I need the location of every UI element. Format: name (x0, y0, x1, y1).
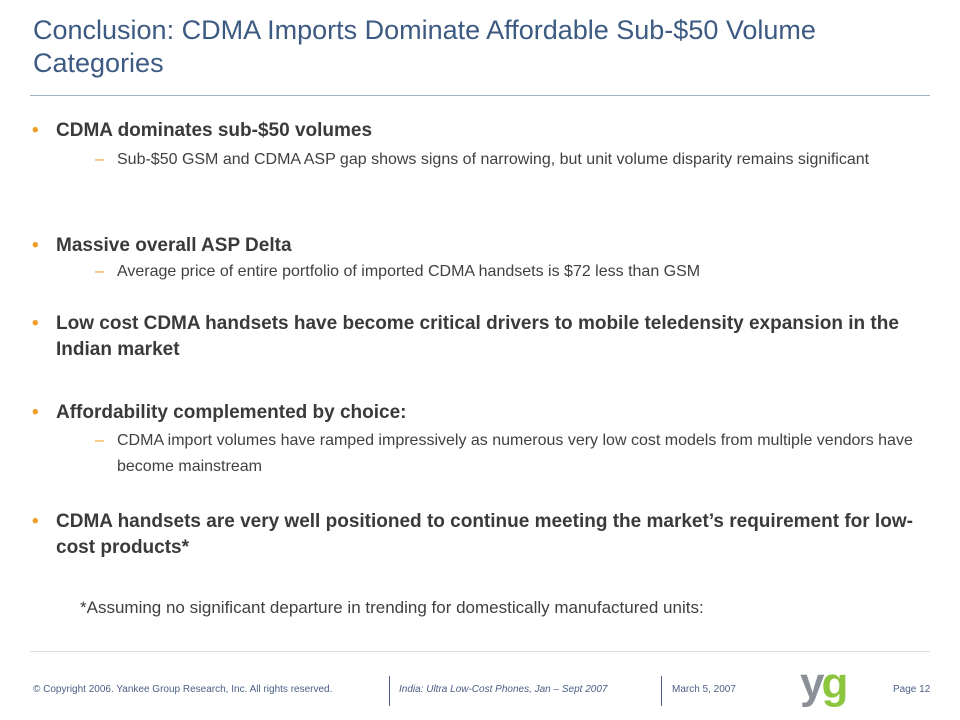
logo: yg (800, 659, 848, 708)
logo-g: g (821, 659, 848, 708)
bullet: Low cost CDMA handsets have become criti… (32, 311, 916, 363)
bullet: Affordability complemented by choice: (32, 400, 916, 426)
sub-bullet: CDMA import volumes have ramped impressi… (95, 428, 917, 480)
footer-separator (661, 676, 662, 706)
sub-bullet: Sub-$50 GSM and CDMA ASP gap shows signs… (95, 147, 917, 173)
bullet: Massive overall ASP Delta (32, 233, 916, 259)
bullet: CDMA handsets are very well positioned t… (32, 509, 916, 561)
footnote: *Assuming no significant departure in tr… (80, 598, 704, 617)
footer-separator (389, 676, 390, 706)
copyright: © Copyright 2006. Yankee Group Research,… (33, 684, 333, 695)
slide-title: Conclusion: CDMA Imports Dominate Afford… (33, 15, 816, 78)
report-title: India: Ultra Low-Cost Phones, Jan – Sept… (399, 684, 608, 695)
footer-rule (30, 651, 930, 652)
sub-bullet: Average price of entire portfolio of imp… (95, 259, 917, 285)
logo-y: y (800, 659, 825, 708)
bullet: CDMA dominates sub-$50 volumes (32, 118, 916, 144)
date: March 5, 2007 (672, 684, 736, 695)
title-rule (30, 95, 930, 96)
page-number: Page 12 (893, 684, 931, 695)
